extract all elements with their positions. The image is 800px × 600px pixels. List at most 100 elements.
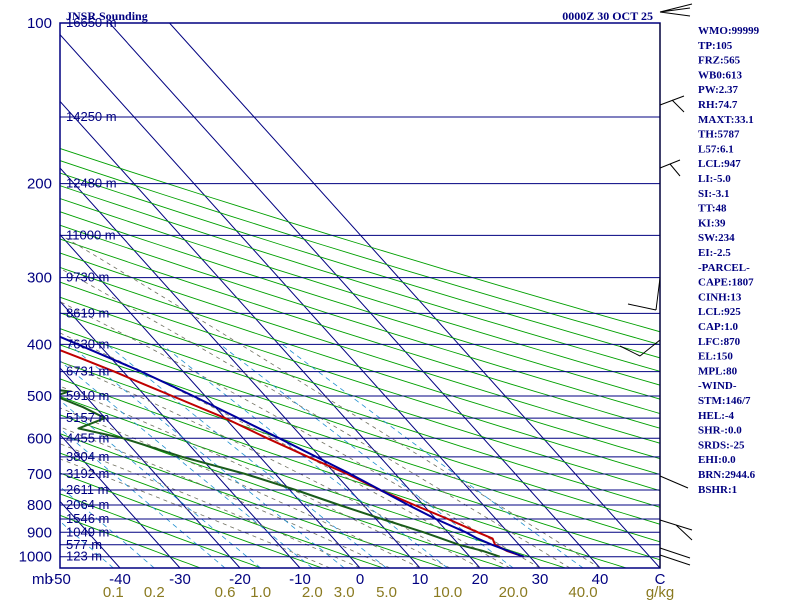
height-label: 5157 m xyxy=(66,410,109,425)
height-label: 577 m xyxy=(66,537,102,552)
pressure-label: 900 xyxy=(27,524,52,541)
mixing-ratio-label: 5.0 xyxy=(376,584,397,600)
wind-barb xyxy=(659,475,689,489)
pressure-label: 400 xyxy=(27,336,52,353)
height-label: 14250 m xyxy=(66,109,117,124)
wind-barb xyxy=(627,277,661,311)
index-value: RH:74.7 xyxy=(698,99,738,111)
isotherm-line xyxy=(60,300,301,568)
temperature-tick-label: -30 xyxy=(169,571,191,588)
dry-adiabat-line xyxy=(60,396,566,568)
mixing-ratio-line xyxy=(60,399,261,568)
dry-adiabat-line xyxy=(60,312,660,508)
wind-barb xyxy=(659,95,685,113)
pressure-label: 300 xyxy=(27,270,52,287)
height-label: 6731 m xyxy=(66,364,109,379)
index-value: TT:48 xyxy=(698,203,727,215)
height-label: 2064 m xyxy=(66,497,109,512)
mixing-ratio-line xyxy=(106,343,387,568)
index-value: BRN:2944.6 xyxy=(698,469,756,481)
dry-adiabat-line xyxy=(60,361,660,561)
height-label: 1049 m xyxy=(66,524,109,539)
pressure-label: 600 xyxy=(27,430,52,447)
mixing-ratio-line xyxy=(60,428,226,568)
height-label: 9730 m xyxy=(66,270,109,285)
mixing-ratio-line xyxy=(281,343,584,568)
index-value: FRZ:565 xyxy=(698,55,741,67)
isotherm-line xyxy=(60,367,241,568)
wind-barb xyxy=(619,339,661,357)
mixing-ratio-line xyxy=(60,486,155,568)
index-value: HEL:-4 xyxy=(698,410,735,422)
index-value: -WIND- xyxy=(698,380,737,392)
height-labels: 16650 m 14250 m 12480 m 11000 m 9730 m 8619 m… xyxy=(66,15,117,564)
mixing-ratio-label: 0.2 xyxy=(144,584,165,600)
index-value: EHI:0.0 xyxy=(698,454,736,466)
mixing-ratio-label: 1.0 xyxy=(250,584,271,600)
index-value: BSHR:1 xyxy=(698,484,737,496)
pressure-labels: 100 200 300 400 500 600 700 800 900 1000 xyxy=(19,15,52,566)
dry-adiabat-line xyxy=(60,172,660,359)
moist-adiabat-line xyxy=(60,385,451,568)
height-label: 11000 m xyxy=(66,227,116,242)
valid-time: 0000Z 30 OCT 25 xyxy=(562,9,653,23)
moist-adiabat-line xyxy=(60,426,391,568)
height-label: 12480 m xyxy=(66,176,117,191)
mixing-ratio-line xyxy=(60,360,313,568)
isotherm-line xyxy=(60,233,361,568)
dry-adiabat-line xyxy=(60,198,660,386)
moist-adiabat-line xyxy=(60,234,601,568)
dry-adiabat-lines xyxy=(60,148,660,568)
parcel-path xyxy=(60,335,525,558)
index-value: EL:150 xyxy=(698,351,733,363)
mixing-ratio-label: 20.0 xyxy=(499,584,528,600)
index-value: SW:234 xyxy=(698,232,735,244)
index-value: SRDS:-25 xyxy=(698,439,745,451)
moist-adiabat-line xyxy=(60,443,361,568)
isotherm-line xyxy=(60,167,421,568)
index-value: WMO:99999 xyxy=(698,25,760,37)
temperature-tick-label: 10 xyxy=(412,571,429,588)
dry-adiabat-line xyxy=(60,493,262,568)
temperature-tick-label: 40 xyxy=(592,571,609,588)
index-value: WB0:613 xyxy=(698,69,743,81)
dry-adiabat-line xyxy=(60,433,444,568)
temperature-tick-label: 30 xyxy=(532,571,549,588)
index-value: PW:2.37 xyxy=(698,84,739,96)
dry-adiabat-line xyxy=(60,252,660,444)
isotherm-line xyxy=(109,23,601,568)
moist-adiabat-line xyxy=(60,267,571,568)
temperature-tick-label: 0 xyxy=(356,571,364,588)
dry-adiabat-line xyxy=(60,472,323,568)
pressure-label: 500 xyxy=(27,388,52,405)
chart-title: JNSR Sounding xyxy=(66,9,148,23)
dry-adiabat-line xyxy=(60,266,660,460)
dry-adiabat-line xyxy=(60,238,660,429)
mixing-ratio-lines xyxy=(60,343,584,568)
wind-barb xyxy=(659,547,691,566)
isotherm-line xyxy=(60,433,181,568)
moist-adiabat-line xyxy=(60,332,511,568)
wind-barb xyxy=(659,3,693,17)
wind-barb xyxy=(659,519,693,541)
index-value: CAPE:1807 xyxy=(698,277,754,289)
height-label: 2611 m xyxy=(66,482,108,497)
dry-adiabat-line xyxy=(60,414,505,568)
temperature-profile xyxy=(60,349,525,558)
dry-adiabat-line xyxy=(60,211,660,400)
height-label: 7630 m xyxy=(66,336,109,351)
pressure-label: 1000 xyxy=(19,549,52,566)
mixing-ratio-axis-labels: 0.1 0.2 0.6 1.0 2.0 3.0 5.0 10.0 20.0 40.0 g/kg xyxy=(103,584,674,600)
height-label: 3804 m xyxy=(66,449,109,464)
height-label: 16650 m xyxy=(66,15,117,30)
temperature-tick-label: 20 xyxy=(472,571,489,588)
dry-adiabat-line xyxy=(60,452,384,568)
dry-adiabat-line xyxy=(60,378,627,568)
mixing-ratio-label: 40.0 xyxy=(568,584,597,600)
index-value: STM:146/7 xyxy=(698,395,751,407)
dry-adiabat-line xyxy=(60,224,660,415)
index-value: LI:-5.0 xyxy=(698,173,731,185)
height-label: 8619 m xyxy=(66,305,109,320)
